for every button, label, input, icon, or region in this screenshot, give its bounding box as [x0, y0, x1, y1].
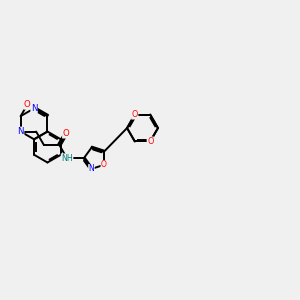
Text: N: N [17, 127, 24, 136]
Text: NH: NH [61, 154, 73, 163]
Text: O: O [132, 110, 138, 119]
Text: O: O [24, 100, 31, 109]
Text: N: N [31, 104, 37, 113]
Text: O: O [101, 160, 107, 169]
Text: O: O [147, 137, 153, 146]
Text: O: O [62, 129, 69, 138]
Text: N: N [88, 164, 94, 173]
